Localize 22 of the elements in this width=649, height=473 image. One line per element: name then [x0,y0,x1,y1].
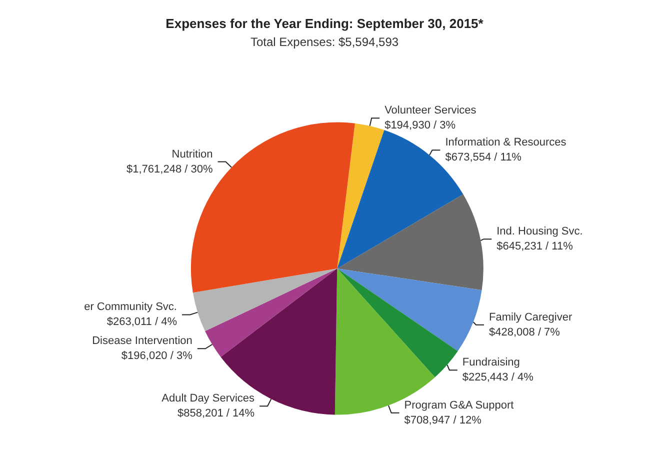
slice-label: Disease Intervention [92,335,192,348]
data-label: $263,011 / 4% [106,316,178,328]
slice-label: Family Caregiver [489,311,572,324]
data-label: $225,443 / 4% [462,372,534,384]
data-label: $645,231 / 11% [496,240,574,253]
data-label: $196,020 / 3% [121,350,193,362]
data-label: $673,554 / 11% [445,152,522,164]
data-label: $708,947 / 12% [404,414,482,426]
slice-label: Program G&A Support [404,399,514,412]
slice-label: Nutrition [172,148,213,160]
slice-label: Adult Day Services [162,392,256,405]
slice-label: Fundraising [462,356,520,369]
data-label: $1,761,248 / 30% [126,163,213,176]
chart-title: Expenses for the Year Ending: September 30, 2015* [166,16,484,31]
slice-label: er Community Svc. [84,301,178,314]
data-label: $858,201 / 14% [177,408,255,420]
chart-subtitle: Total Expenses: $5,594,593 [250,35,399,49]
data-label: $428,008 / 7% [489,326,560,338]
data-label: $194,930 / 3% [384,120,456,132]
slice-label: Ind. Housing Svc. [496,226,583,238]
slice-label: Volunteer Services [384,104,477,117]
slice-label: Information & Resources [445,136,567,149]
